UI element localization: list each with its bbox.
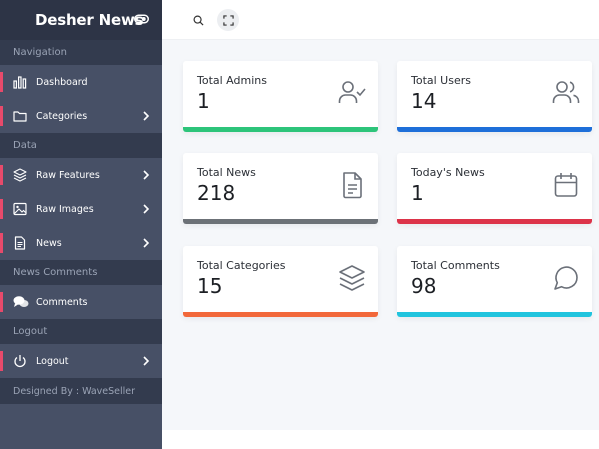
image-icon [13, 202, 27, 216]
sidebar-item-label: News [36, 237, 62, 249]
card-label: Total Admins [197, 74, 267, 87]
user-check-icon [338, 81, 366, 103]
chevron-right-icon [143, 204, 150, 214]
layers-icon [13, 168, 27, 182]
card-value: 1 [411, 181, 424, 205]
card-label: Total Users [411, 74, 471, 87]
chevron-right-icon [143, 170, 150, 180]
section-logout: Logout [0, 319, 162, 344]
bar-chart-icon [13, 76, 27, 89]
stat-card-total-categories[interactable]: Total Categories 15 [183, 246, 378, 317]
sidebar-item-news[interactable]: News [0, 226, 162, 260]
card-color-bar [183, 312, 378, 317]
section-data: Data [0, 133, 162, 158]
stat-card-todays-news[interactable]: Today's News 1 [397, 153, 592, 224]
card-value: 15 [197, 274, 223, 298]
comments-icon [13, 296, 29, 307]
card-value: 98 [411, 274, 437, 298]
sidebar-item-categories[interactable]: Categories [0, 99, 162, 133]
fullscreen-button[interactable] [217, 9, 239, 31]
chevron-right-icon [143, 238, 150, 248]
sidebar-item-raw-features[interactable]: Raw Features [0, 158, 162, 192]
card-color-bar [183, 127, 378, 132]
sidebar-item-label: Raw Features [36, 169, 100, 181]
card-label: Total Categories [197, 259, 286, 272]
section-news-comments: News Comments [0, 260, 162, 285]
stat-card-total-comments[interactable]: Total Comments 98 [397, 246, 592, 317]
sidebar-item-comments[interactable]: Comments [0, 285, 162, 319]
brand-header: Desher News [0, 0, 162, 40]
sidebar-item-label: Comments [36, 296, 88, 308]
search-button[interactable] [187, 9, 209, 31]
card-color-bar [397, 219, 592, 224]
file-text-icon [343, 172, 362, 199]
stat-card-total-admins[interactable]: Total Admins 1 [183, 61, 378, 132]
sidebar: Desher News Navigation Dashboard Categor… [0, 0, 162, 449]
search-icon [193, 15, 204, 26]
sidebar-item-label: Logout [36, 355, 69, 367]
sidebar-item-label: Raw Images [36, 203, 94, 215]
card-value: 14 [411, 89, 437, 113]
power-icon [14, 355, 26, 368]
sidebar-item-label: Dashboard [36, 76, 88, 88]
card-color-bar [397, 127, 592, 132]
card-value: 1 [197, 89, 210, 113]
chevron-right-icon [143, 111, 150, 121]
footer-credit: Designed By : WaveSeller [0, 378, 162, 404]
calendar-icon [554, 173, 578, 197]
footer-strip [162, 430, 599, 449]
sidebar-item-logout[interactable]: Logout [0, 344, 162, 378]
fullscreen-icon [222, 14, 234, 26]
stat-card-total-news[interactable]: Total News 218 [183, 153, 378, 224]
card-color-bar [183, 219, 378, 224]
card-color-bar [397, 312, 592, 317]
message-circle-icon [554, 266, 578, 290]
layers-icon [339, 265, 365, 291]
card-label: Total Comments [411, 259, 500, 272]
chevron-right-icon [143, 356, 150, 366]
brand-name[interactable]: Desher News [35, 11, 144, 29]
card-value: 218 [197, 181, 236, 205]
toggle-icon[interactable] [134, 13, 149, 25]
users-icon [552, 81, 580, 103]
folder-icon [13, 111, 27, 122]
topbar [162, 0, 599, 40]
sidebar-item-raw-images[interactable]: Raw Images [0, 192, 162, 226]
card-label: Total News [197, 166, 256, 179]
card-label: Today's News [411, 166, 485, 179]
sidebar-item-dashboard[interactable]: Dashboard [0, 65, 162, 99]
document-icon [14, 236, 26, 250]
section-navigation: Navigation [0, 40, 162, 65]
stat-card-total-users[interactable]: Total Users 14 [397, 61, 592, 132]
sidebar-item-label: Categories [36, 110, 88, 122]
